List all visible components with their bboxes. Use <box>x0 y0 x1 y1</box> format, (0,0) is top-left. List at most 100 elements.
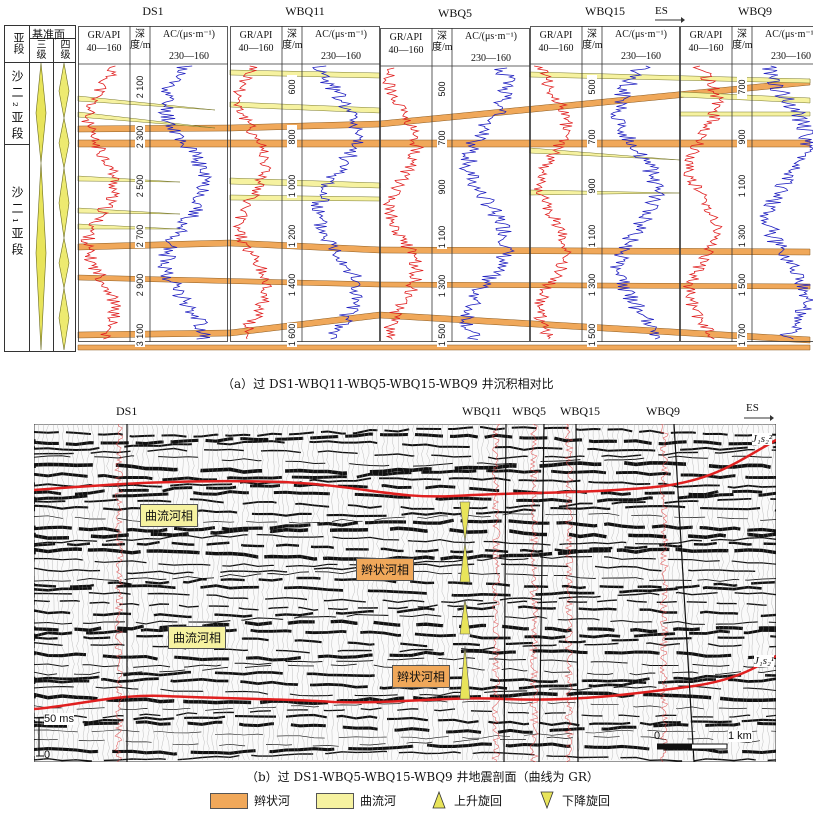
legend-label-meander: 曲流河 <box>360 794 397 808</box>
horizon-bottom <box>34 654 776 711</box>
depth-tick: 1 600 <box>287 323 297 347</box>
meander-bands <box>77 69 811 230</box>
well-name: WBQ11 <box>285 4 325 18</box>
rising-cycle-icon <box>432 791 446 809</box>
depth-tick: 900 <box>587 174 597 199</box>
direction-label-a: ES <box>655 5 668 17</box>
third-order-header: 三级 <box>34 39 45 59</box>
callout-braided-1: 辫状河相 <box>356 558 415 581</box>
direction-arrow-icon-b <box>744 415 774 421</box>
depth-tick: 1 100 <box>587 223 597 248</box>
depth-tick: 2 900 <box>135 273 145 298</box>
depth-tick: 800 <box>287 124 297 149</box>
depth-tick: 500 <box>587 75 597 99</box>
gr-curve <box>532 65 573 340</box>
well-name: WBQ15 <box>585 4 625 18</box>
depth-tick: 2 300 <box>135 124 145 149</box>
panel-b-caption: （b）过 DS1-WBQ5-WBQ15-WBQ9 井地震剖面（曲线为 GR） <box>246 770 599 784</box>
panel-a-caption: （a）过 DS1-WBQ11-WBQ5-WBQ15-WBQ9 井沉积相对比 <box>222 377 554 391</box>
depth-tick: 1 300 <box>587 273 597 298</box>
gr-range: 40—160 <box>538 43 574 54</box>
gr-header: GR/API <box>389 32 423 43</box>
ac-curve <box>310 65 364 340</box>
depth-tick: 1 500 <box>737 273 747 298</box>
depth-header: 深度/m <box>432 31 453 53</box>
depth-tick: 900 <box>737 124 747 149</box>
ac-range: 230—160 <box>771 51 811 62</box>
depth-tick: 600 <box>287 75 297 99</box>
seis-well-ds1: DS1 <box>116 404 138 418</box>
depth-tick: 700 <box>737 75 747 99</box>
ac-range: 230—160 <box>471 53 511 64</box>
distance-scale-zero: 0 <box>654 730 661 742</box>
depth-tick: 1 500 <box>587 323 597 347</box>
distance-scale-bar <box>657 743 728 750</box>
ac-header: AC/(μs·m⁻¹) <box>163 29 215 40</box>
base-level-cycles <box>35 63 70 351</box>
well-name: WBQ5 <box>438 6 472 20</box>
ac-header: AC/(μs·m⁻¹) <box>315 29 367 40</box>
strat-column: 亚段 基准面 三级 四级 沙二₂亚段 沙二₁亚段 <box>4 25 76 352</box>
gr-header: GR/API <box>689 30 723 41</box>
depth-tick: 700 <box>437 126 447 151</box>
callout-meander-2: 曲流河相 <box>168 626 227 649</box>
well-column: WBQ5 GR/API 40—160 深度/m AC/(μs·m⁻¹) 230—160 50… <box>380 6 530 347</box>
depth-tick: 1 700 <box>737 323 747 347</box>
seismic-section <box>34 424 776 762</box>
callout-braided-2: 辫状河相 <box>392 665 451 688</box>
well-column: DS1 GR/API 40—160 深度/m AC/(μs·m⁻¹) 230—160 2 1… <box>78 4 228 347</box>
subsegment-lower: 沙二₁亚段 <box>10 186 24 259</box>
depth-tick: 2 100 <box>135 75 145 99</box>
gr-curve <box>80 65 121 340</box>
depth-tick: 3 100 <box>135 323 145 347</box>
seis-well-wbq11: WBQ11 <box>462 404 502 418</box>
seis-well-wbq5: WBQ5 <box>512 404 546 418</box>
horizon-label-bottom: J₁s₂¹ <box>754 655 775 667</box>
ac-range: 230—160 <box>321 51 361 62</box>
depth-tick: 1 100 <box>737 174 747 199</box>
well-trace-wbq5 <box>538 424 545 762</box>
subsegment-upper: 沙二₂亚段 <box>10 70 24 143</box>
depth-tick: 1 100 <box>437 224 447 249</box>
fourth-order-header: 四级 <box>58 39 69 59</box>
well-trace-wbq11 <box>503 424 507 762</box>
seis-well-wbq15: WBQ15 <box>560 404 600 418</box>
direction-arrow-icon <box>655 17 685 23</box>
ac-header: AC/(μs·m⁻¹) <box>765 29 813 40</box>
depth-tick: 1 200 <box>287 223 297 248</box>
base-level-header: 基准面 <box>32 28 65 41</box>
well-trace-wbq15 <box>575 424 579 762</box>
horizon-label-top: J₁s₂² <box>752 433 773 445</box>
legend-label-falling: 下降旋回 <box>562 794 611 808</box>
legend-label-braided: 辫状河 <box>254 794 291 808</box>
time-scale-bar <box>36 718 44 757</box>
depth-header: 深度/m <box>732 29 753 51</box>
facies-correlation <box>77 69 811 351</box>
ac-curve <box>458 67 516 340</box>
gr-range: 40—160 <box>238 43 274 54</box>
gr-header: GR/API <box>539 30 573 41</box>
depth-header: 深度/m <box>582 29 603 51</box>
subsegment-header: 亚段 <box>12 32 25 54</box>
gr-range: 40—160 <box>86 43 122 54</box>
depth-tick: 500 <box>437 77 447 101</box>
depth-tick: 900 <box>437 175 447 200</box>
well-trace-wbq9 <box>673 424 695 762</box>
well-column: WBQ11 GR/API 40—160 深度/m AC/(μs·m⁻¹) 230—160 6… <box>230 4 380 347</box>
gr-curve <box>683 65 725 340</box>
depth-header: 深度/m <box>282 29 303 51</box>
gr-curve <box>382 67 425 340</box>
depth-tick: 1 300 <box>737 223 747 248</box>
time-scale-zero: 0 <box>44 749 51 761</box>
ac-curve <box>759 65 813 340</box>
gr-range: 40—160 <box>688 43 724 54</box>
direction-label-b: ES <box>746 402 759 414</box>
well-column: WBQ15 GR/API 40—160 深度/m AC/(μs·m⁻¹) 230—160 5… <box>530 4 680 347</box>
ac-range: 230—160 <box>621 51 661 62</box>
ac-header: AC/(μs·m⁻¹) <box>615 29 667 40</box>
ac-header: AC/(μs·m⁻¹) <box>465 31 517 42</box>
depth-tick: 2 700 <box>135 223 145 248</box>
callout-meander-1: 曲流河相 <box>140 504 199 527</box>
horizon-top <box>34 438 776 498</box>
legend-label-rising: 上升旋回 <box>454 794 503 808</box>
